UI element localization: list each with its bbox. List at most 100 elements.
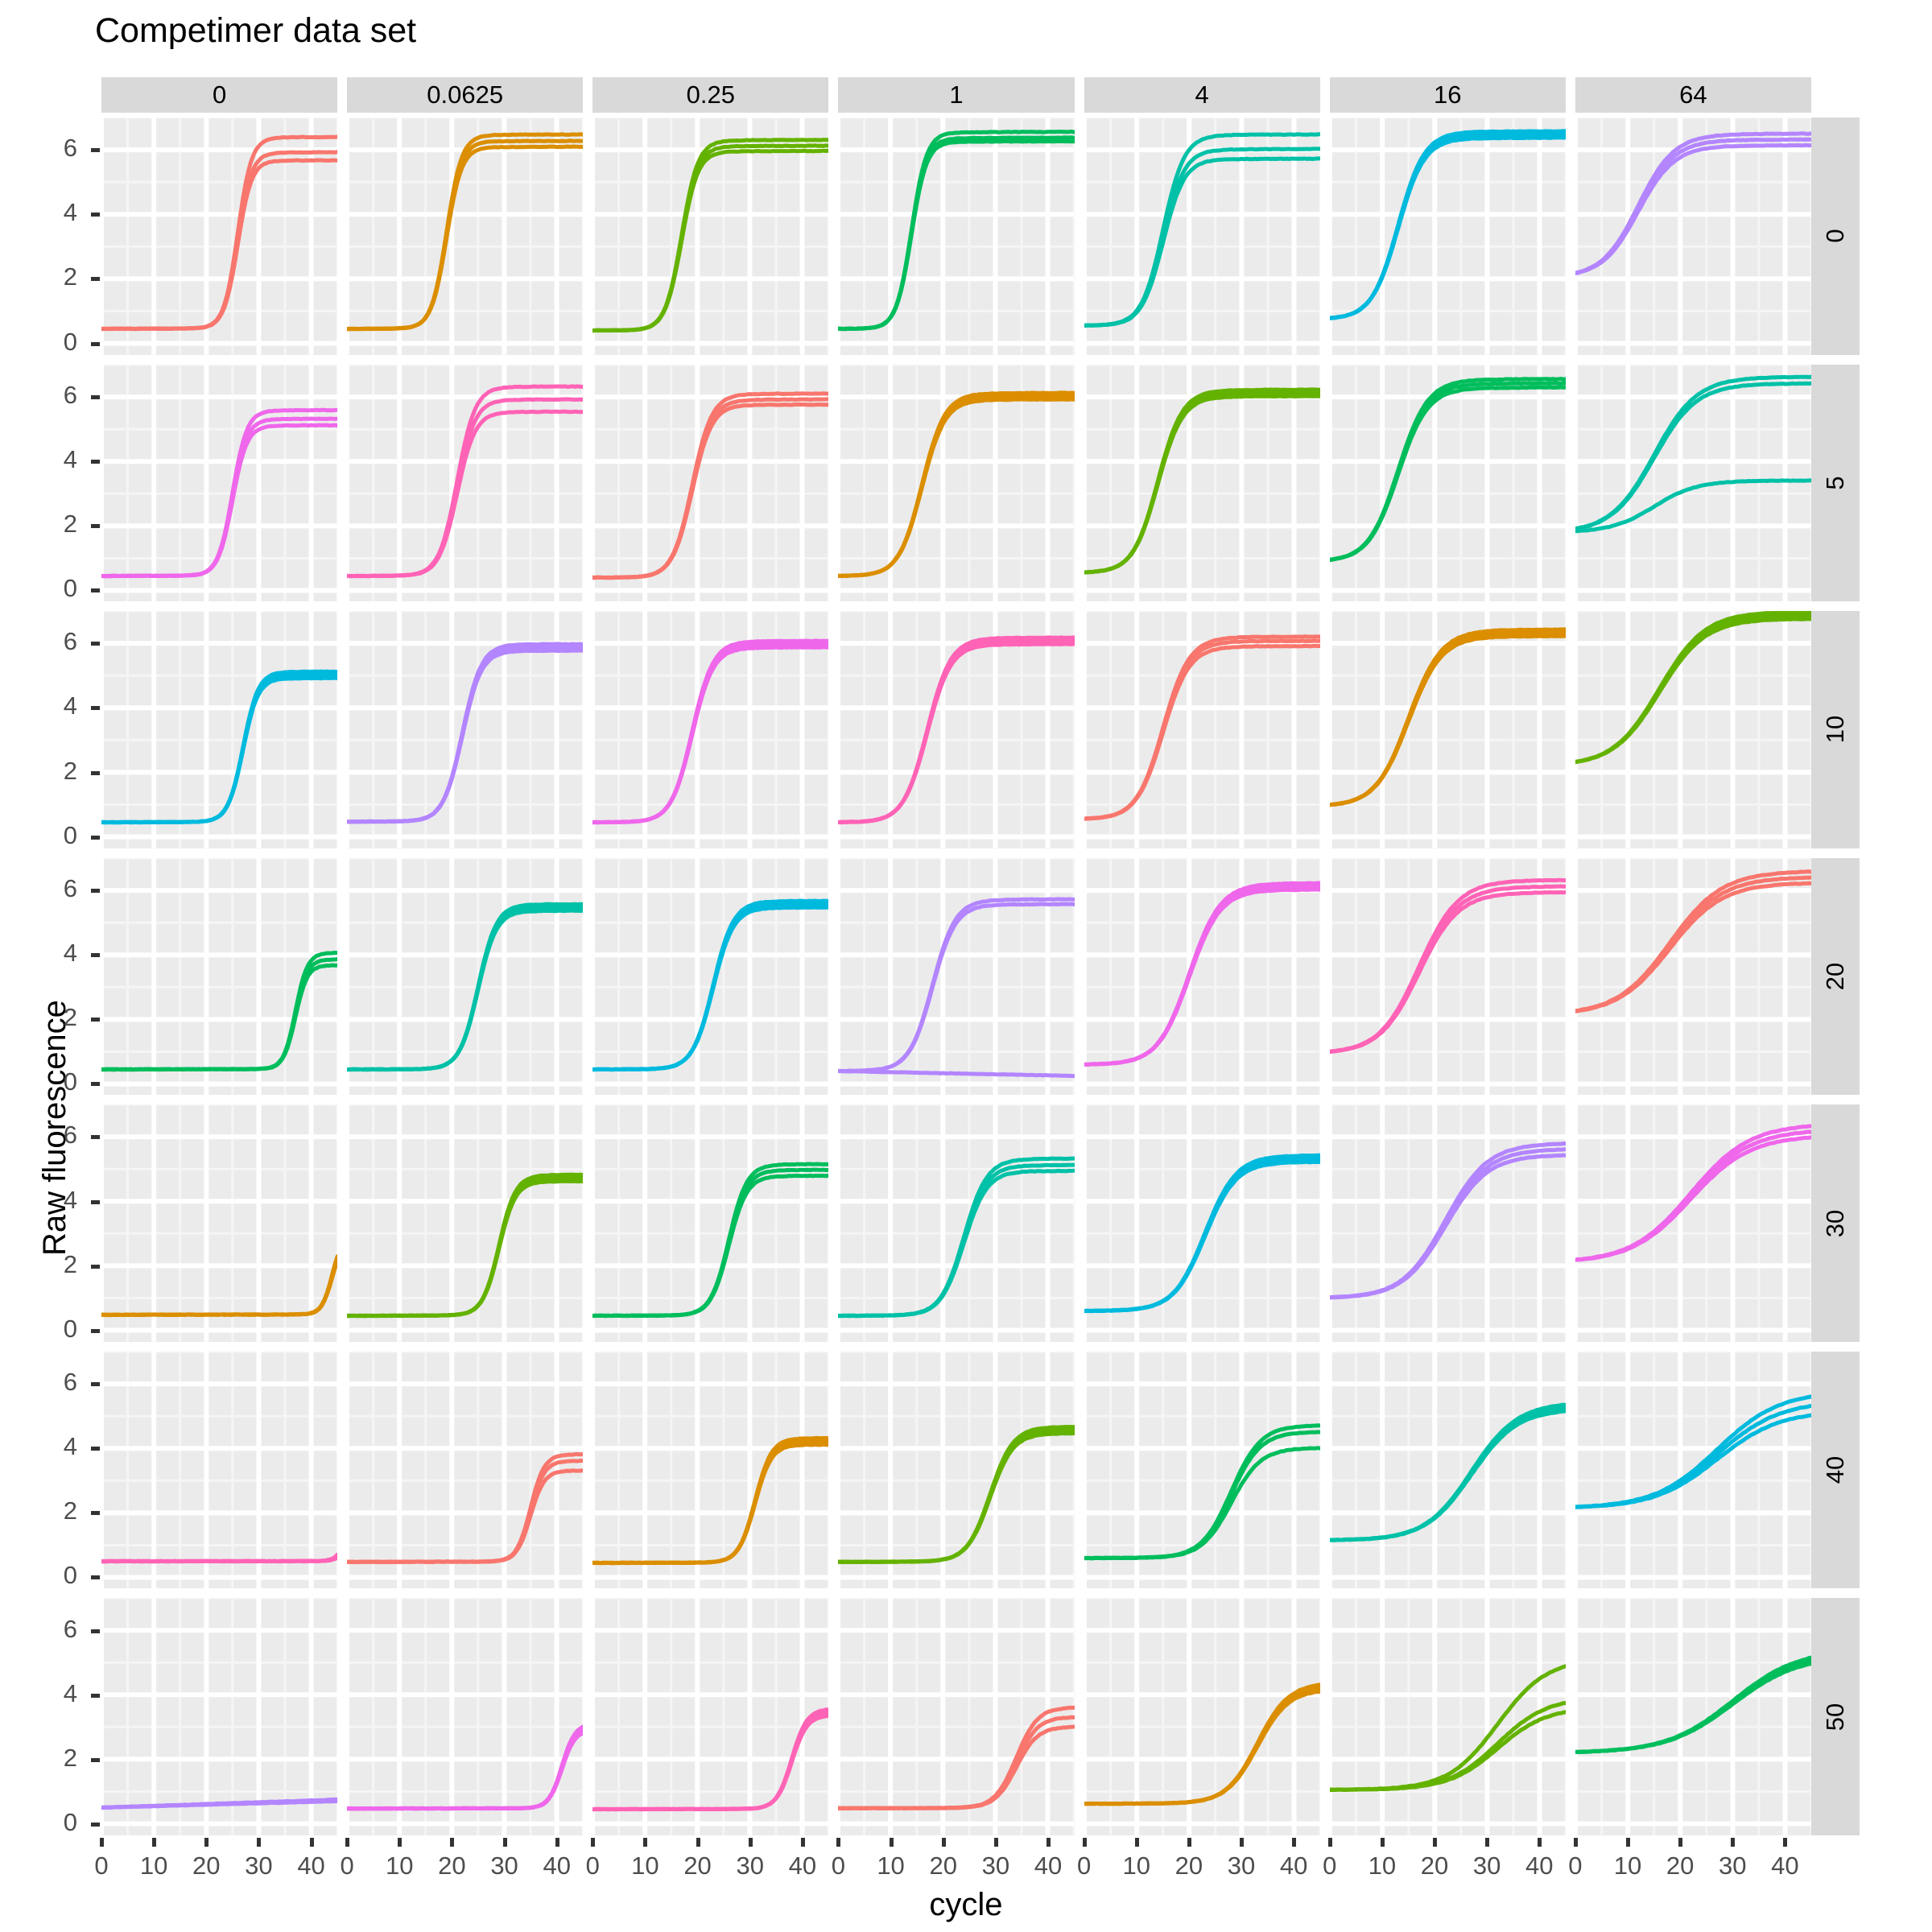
y-tick-mark xyxy=(91,1693,100,1698)
panel-plot xyxy=(838,118,1075,355)
panel-plot xyxy=(1575,1598,1811,1835)
facet-panel xyxy=(1575,1598,1811,1835)
panel-plot xyxy=(592,1104,829,1342)
x-tick-label: 40 xyxy=(297,1852,325,1880)
column-strip-label: 4 xyxy=(1084,77,1320,113)
panel-plot xyxy=(1084,1104,1320,1342)
y-tick-mark xyxy=(91,1381,100,1386)
column-strip-label: 16 xyxy=(1329,77,1566,113)
x-tick-label: 0 xyxy=(94,1852,109,1880)
row-strip-label: 20 xyxy=(1811,857,1860,1096)
x-tick-mark xyxy=(1292,1838,1297,1847)
y-tick-label: 2 xyxy=(63,1003,77,1032)
facet-panel xyxy=(1084,118,1320,355)
x-tick-mark xyxy=(993,1838,998,1847)
x-tick-label: 30 xyxy=(1719,1852,1747,1880)
x-tick-label: 30 xyxy=(490,1852,518,1880)
facet-panel xyxy=(592,1351,829,1589)
facet-panel xyxy=(101,1351,338,1589)
facet-panel xyxy=(347,1104,584,1342)
column-strip-label: 0 xyxy=(101,77,338,113)
facet-panel xyxy=(347,364,584,602)
x-tick-label: 20 xyxy=(929,1852,957,1880)
facet-panel xyxy=(838,611,1075,848)
y-tick-mark xyxy=(91,341,100,346)
x-tick-mark xyxy=(800,1838,805,1847)
y-tick-mark xyxy=(91,952,100,957)
x-tick-label: 0 xyxy=(340,1852,354,1880)
row-strip-label: 40 xyxy=(1811,1351,1860,1589)
x-tick-mark xyxy=(450,1838,455,1847)
y-tick-mark xyxy=(91,277,100,282)
x-tick-label: 0 xyxy=(1568,1852,1583,1880)
panel-plot xyxy=(347,857,584,1096)
x-tick-mark xyxy=(748,1838,753,1847)
facet-panel xyxy=(1575,1351,1811,1589)
y-tick-label: 2 xyxy=(63,1249,77,1278)
column-strip-label: 0.0625 xyxy=(347,77,584,113)
panel-plot xyxy=(1084,1351,1320,1589)
y-tick-mark xyxy=(91,1757,100,1762)
panel-plot xyxy=(347,118,584,355)
x-tick-mark xyxy=(502,1838,507,1847)
y-tick-label: 4 xyxy=(63,1185,77,1214)
facet-panel xyxy=(592,364,829,602)
panel-plot xyxy=(101,1104,338,1342)
x-tick-label: 20 xyxy=(438,1852,466,1880)
panel-plot xyxy=(838,1104,1075,1342)
facet-panel xyxy=(1084,857,1320,1096)
x-tick-label: 10 xyxy=(1368,1852,1397,1880)
panel-plot xyxy=(1084,118,1320,355)
x-tick-mark xyxy=(696,1838,700,1847)
y-tick-mark xyxy=(91,1082,100,1087)
facet-panel xyxy=(1084,611,1320,848)
panel-plot xyxy=(592,118,829,355)
x-tick-mark xyxy=(1046,1838,1051,1847)
facet-panel xyxy=(1575,857,1811,1096)
facet-panel xyxy=(838,1104,1075,1342)
facet-panel xyxy=(838,857,1075,1096)
y-tick-label: 0 xyxy=(63,1314,77,1343)
y-tick-label: 6 xyxy=(63,134,77,163)
panel-plot xyxy=(838,857,1075,1096)
facet-panel xyxy=(347,1598,584,1835)
facet-panel xyxy=(347,118,584,355)
x-tick-mark xyxy=(1678,1838,1683,1847)
panel-plot xyxy=(1329,1598,1566,1835)
panel-plot xyxy=(1084,364,1320,602)
x-tick-label: 10 xyxy=(139,1852,168,1880)
y-tick-label: 4 xyxy=(63,1432,77,1461)
panel-plot xyxy=(838,611,1075,848)
x-tick-label: 10 xyxy=(631,1852,659,1880)
panel-plot xyxy=(838,1598,1075,1835)
column-strip-row: 0 0.0625 0.25 1 4 16 64 xyxy=(101,77,1811,113)
panel-plot xyxy=(1329,1351,1566,1589)
panel-plot xyxy=(1329,611,1566,848)
facet-panel xyxy=(347,611,584,848)
row-strip-text: 20 xyxy=(1821,962,1849,991)
facet-panel xyxy=(592,118,829,355)
facet-panel xyxy=(101,611,338,848)
x-tick-mark xyxy=(1240,1838,1244,1847)
panel-plot xyxy=(838,1351,1075,1589)
x-tick-label: 40 xyxy=(1279,1852,1308,1880)
facet-panel xyxy=(1575,611,1811,848)
column-strip-label: 1 xyxy=(838,77,1075,113)
row-strip-label: 30 xyxy=(1811,1104,1860,1342)
x-tick-mark xyxy=(1485,1838,1490,1847)
column-strip-label: 64 xyxy=(1575,77,1811,113)
row-strip-label: 0 xyxy=(1811,118,1860,355)
facet-panel xyxy=(1084,364,1320,602)
x-tick-label: 0 xyxy=(831,1852,846,1880)
panel-plot xyxy=(592,857,829,1096)
row-strip-label: 50 xyxy=(1811,1598,1860,1835)
y-tick-label: 2 xyxy=(63,1743,77,1772)
x-tick-mark xyxy=(941,1838,946,1847)
y-tick-label: 6 xyxy=(63,380,77,409)
facet-panel xyxy=(592,1598,829,1835)
y-tick-mark xyxy=(91,770,100,775)
x-tick-mark xyxy=(889,1838,894,1847)
facet-panel xyxy=(838,1351,1075,1589)
panel-plot xyxy=(1575,1104,1811,1342)
y-tick-label: 2 xyxy=(63,509,77,538)
